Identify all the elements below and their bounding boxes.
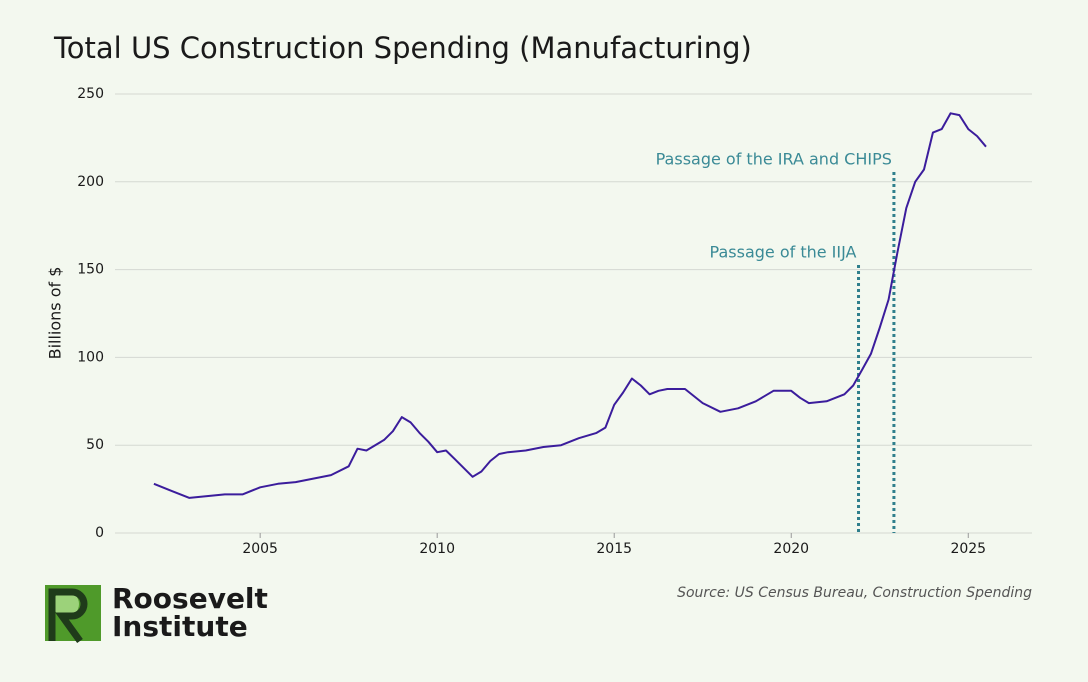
x-tick-label: 2025 xyxy=(950,541,986,557)
logo-circle xyxy=(53,591,79,617)
y-tick-label: 50 xyxy=(86,437,104,453)
y-tick-label: 250 xyxy=(77,86,104,102)
annotation-label: Passage of the IRA and CHIPS xyxy=(656,150,892,169)
x-tick-label: 2020 xyxy=(773,541,809,557)
source: Source: US Census Bureau, Construction S… xyxy=(677,585,1032,601)
x-tick-label: 2005 xyxy=(242,541,278,557)
y-tick-label: 150 xyxy=(77,262,104,278)
annotation-label: Passage of the IIJA xyxy=(710,243,857,262)
y-axis-label: Billions of $ xyxy=(46,267,65,360)
logo: Roosevelt Institute xyxy=(45,582,268,644)
y-tick-label: 200 xyxy=(77,174,104,190)
x-tick-label: 2015 xyxy=(596,541,632,557)
chart-title: Total US Construction Spending (Manufact… xyxy=(53,31,752,65)
data-line xyxy=(153,112,987,499)
brand-line2: Institute xyxy=(112,610,248,643)
y-tick-label: 100 xyxy=(77,349,104,365)
brand-line1: Roosevelt xyxy=(112,582,268,615)
x-tick-label: 2010 xyxy=(419,541,455,557)
y-tick-label: 0 xyxy=(95,525,104,541)
logo-r xyxy=(48,588,88,644)
